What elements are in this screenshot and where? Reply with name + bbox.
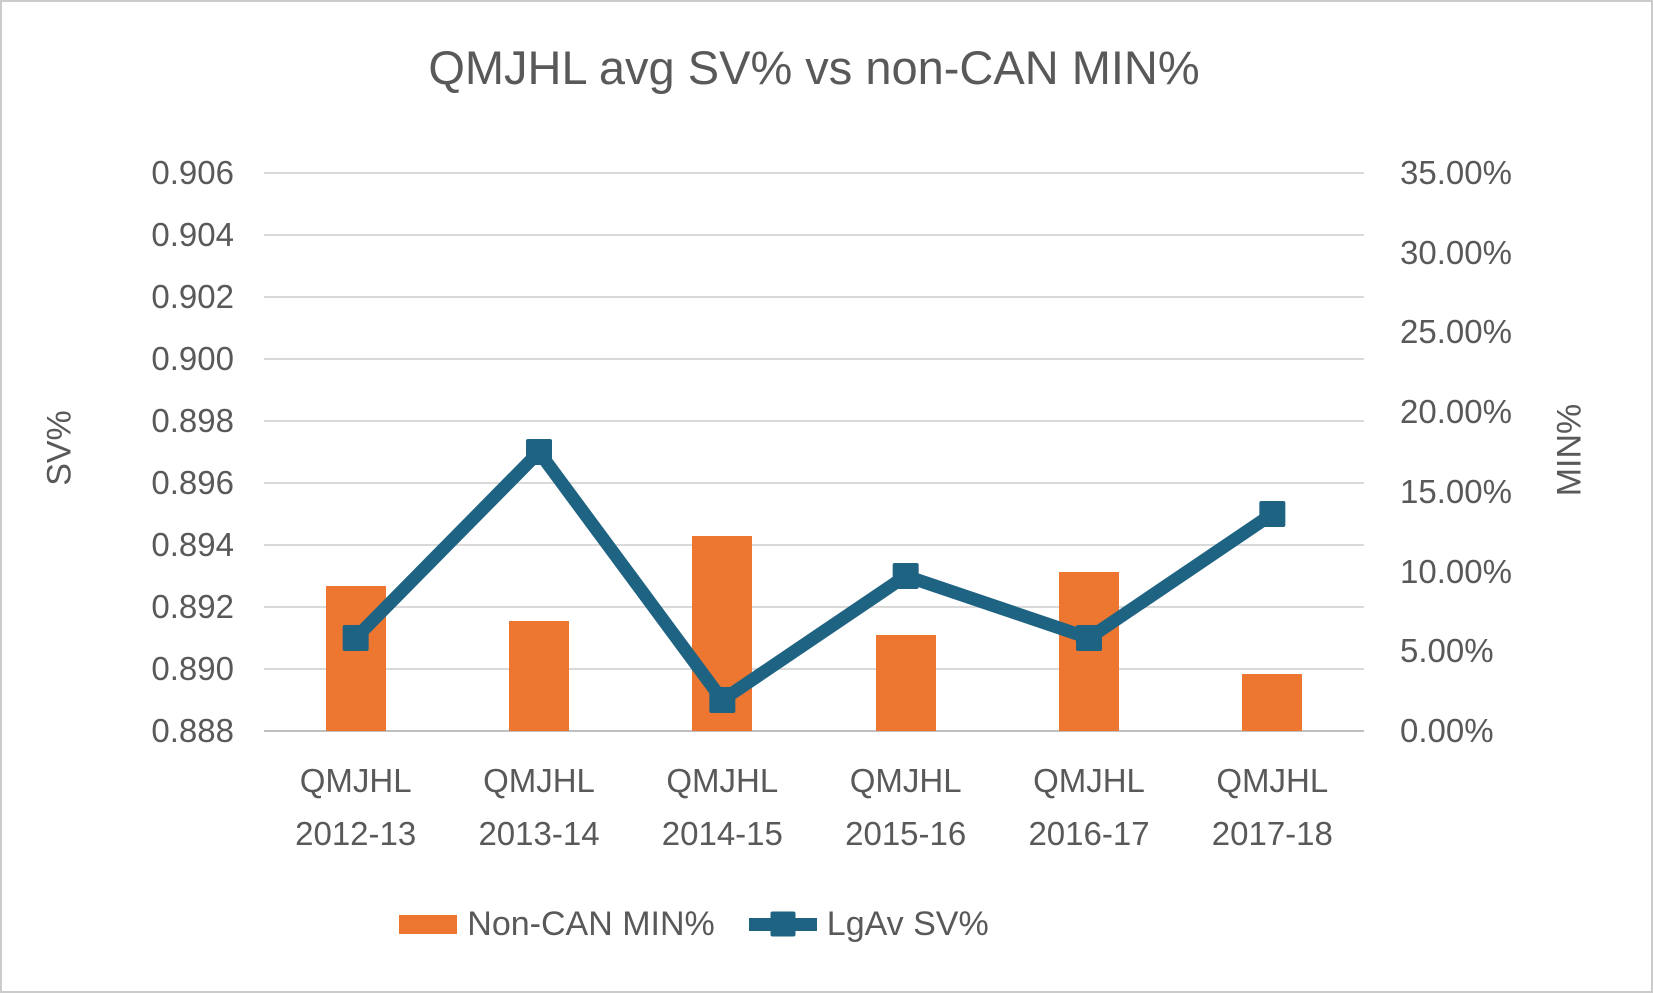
x-axis-category-line1: QMJHL [483, 762, 595, 799]
x-axis-category-label: QMJHL 2012-13 [264, 754, 447, 860]
line-marker [1259, 501, 1286, 527]
x-axis-category-line1: QMJHL [666, 762, 779, 799]
y-axis-tick-label-right: 25.00% [1400, 313, 1512, 351]
x-axis-category-line1: QMJHL [1033, 762, 1145, 799]
y-axis-tick-label-left: 0.890 [151, 650, 234, 687]
gridline [264, 668, 1364, 670]
y-axis-tick-label-left: 0.904 [151, 216, 234, 253]
x-axis-category-line2: 2017-18 [1211, 815, 1333, 852]
right-axis-title: MIN% [1550, 403, 1589, 497]
y-axis-tick-label-left: 0.896 [151, 464, 234, 501]
x-axis-category-line2: 2014-15 [661, 815, 783, 852]
y-axis-tick-label-left: 0.906 [151, 154, 234, 191]
line-marker [892, 563, 919, 589]
gridline [264, 296, 1364, 298]
x-axis-category-line2: 2013-14 [478, 815, 600, 852]
line-marker [342, 625, 369, 651]
y-axis-tick-label-right: 20.00% [1400, 393, 1512, 431]
legend-label-lgav-sv: LgAv SV% [826, 904, 989, 943]
line-path [351, 442, 1276, 709]
bar [875, 635, 936, 731]
x-axis-category-label: QMJHL 2014-15 [631, 754, 814, 860]
bar [509, 620, 569, 731]
x-axis-category-line1: QMJHL [1216, 762, 1329, 799]
gridline [264, 172, 1364, 174]
x-axis-category-label: QMJHL 2013-14 [447, 754, 630, 860]
gridline [264, 730, 1364, 732]
y-axis-tick-label-left: 0.900 [151, 340, 234, 377]
x-axis-category-line1: QMJHL [299, 762, 412, 799]
y-axis-tick-label-right: 0.00% [1400, 712, 1494, 749]
y-axis-tick-label-left: 0.888 [151, 712, 234, 749]
line-series [342, 439, 1286, 713]
y-axis-tick-label-left: 0.902 [151, 278, 234, 315]
x-axis-category-label: QMJHL 2017-18 [1181, 754, 1364, 860]
legend-line-marker [770, 911, 796, 937]
y-axis-tick-label-left: 0.898 [151, 402, 234, 439]
y-axis-tick-label-right: 5.00% [1400, 632, 1494, 670]
x-axis-category-label: QMJHL 2016-17 [997, 754, 1180, 860]
y-axis-tick-label-right: 10.00% [1400, 552, 1512, 590]
legend-item-non-can-min: Non-CAN MIN% [399, 904, 715, 944]
legend: Non-CAN MIN% LgAv SV% [132, 898, 1256, 950]
y-axis-tick-label-right: 15.00% [1400, 472, 1512, 510]
y-axis-tick-label-right: 35.00% [1400, 154, 1512, 191]
legend-bar-swatch [399, 914, 458, 934]
y-axis-tick-label-right: 30.00% [1400, 233, 1512, 271]
x-axis-category-line2: 2012-13 [295, 815, 417, 852]
gridline [264, 544, 1364, 546]
chart-title: QMJHL avg SV% vs non-CAN MIN% [428, 41, 1200, 94]
x-axis-category-label: QMJHL 2015-16 [814, 754, 997, 860]
x-axis-category-line2: 2015-16 [845, 815, 967, 852]
x-axis-category-line2: 2016-17 [1028, 815, 1150, 852]
legend-label-non-can-min: Non-CAN MIN% [467, 904, 715, 943]
line-marker [709, 687, 736, 713]
x-axis-category-line1: QMJHL [849, 762, 962, 799]
line-marker [526, 439, 552, 465]
bar [1242, 673, 1303, 731]
legend-item-lgav-sv: LgAv SV% [748, 904, 989, 944]
gridline [264, 420, 1364, 422]
left-axis-title: SV% [40, 410, 79, 486]
legend-line-swatch [748, 911, 817, 937]
y-axis-tick-label-left: 0.894 [151, 526, 234, 563]
gridline [264, 606, 1364, 608]
bar [1059, 571, 1119, 731]
gridline [264, 234, 1364, 236]
gridline [264, 358, 1364, 360]
gridline [264, 482, 1364, 484]
line-marker [1076, 625, 1102, 651]
y-axis-tick-label-left: 0.892 [151, 588, 234, 625]
